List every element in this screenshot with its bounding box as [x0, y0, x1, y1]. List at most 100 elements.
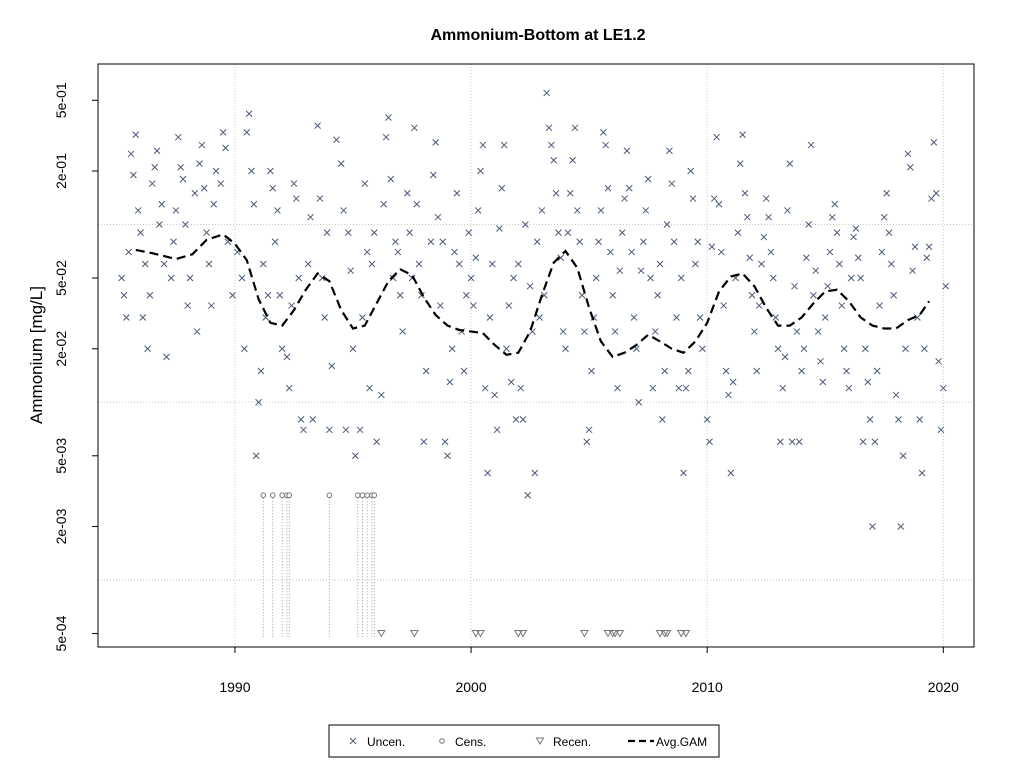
uncensored-point [241, 345, 248, 353]
uncensored-point [833, 229, 841, 237]
uncensored-point [758, 260, 765, 268]
recensored-point [518, 630, 528, 638]
uncensored-point [130, 171, 137, 179]
uncensored-point [420, 438, 428, 446]
uncensored-point [455, 260, 463, 268]
uncensored-point [486, 314, 494, 321]
uncensored-point [876, 302, 883, 309]
uncensored-point [904, 150, 912, 158]
uncensored-point [132, 131, 140, 139]
uncensored-point [538, 207, 546, 214]
uncensored-point [932, 189, 940, 197]
recensored-point [655, 630, 665, 638]
legend-label: Uncen. [367, 735, 405, 749]
uncensored-point [120, 291, 128, 299]
uncensored-point [448, 345, 456, 353]
uncensored-point [878, 248, 886, 256]
uncensored-point [493, 426, 501, 434]
uncensored-point [793, 328, 801, 335]
uncensored-point [751, 328, 758, 335]
uncensored-point [573, 207, 581, 214]
uncensored-point [817, 357, 824, 365]
uncensored-point [885, 229, 893, 237]
uncensored-point [880, 213, 888, 221]
uncensored-point [621, 195, 628, 202]
uncensored-point [840, 345, 848, 353]
uncensored-point [465, 229, 473, 237]
uncensored-point [460, 367, 468, 375]
uncensored-point [895, 416, 902, 423]
uncensored-point [890, 291, 898, 299]
uncensored-point [283, 353, 291, 361]
uncensored-point [725, 391, 732, 399]
censored-point [279, 492, 285, 499]
uncensored-point [122, 314, 130, 321]
uncensored-point [342, 426, 350, 434]
uncensored-point [512, 416, 520, 423]
uncensored-point [753, 367, 761, 375]
uncensored-point [687, 167, 695, 175]
uncensored-point [507, 378, 515, 386]
uncensored-point [939, 384, 947, 392]
uncensored-point [760, 233, 768, 241]
uncensored-point [909, 267, 916, 275]
uncensored-point [607, 248, 614, 256]
uncensored-point [172, 207, 180, 214]
recensored-point [603, 630, 613, 638]
uncensored-point [356, 426, 364, 434]
uncensored-point [682, 384, 690, 392]
censored-point [371, 492, 378, 499]
uncensored-point [361, 180, 369, 187]
uncensored-point [453, 189, 461, 197]
uncensored-point [191, 189, 199, 197]
uncensored-point [571, 124, 579, 132]
uncensored-point [873, 367, 881, 375]
uncensored-point [871, 438, 879, 446]
uncensored-point [640, 238, 647, 246]
uncensored-point [734, 229, 742, 237]
uncensored-point [680, 469, 687, 477]
uncensored-point [791, 282, 798, 290]
uncensored-point [781, 353, 789, 361]
uncensored-point [396, 291, 404, 299]
uncensored-point [677, 274, 685, 282]
uncensored-point [160, 260, 168, 268]
uncensored-point [432, 138, 440, 146]
uncensored-point [814, 328, 822, 335]
x-tick-label: 2020 [928, 679, 959, 695]
y-tick-label: 2e-01 [53, 153, 69, 189]
censored-point [260, 492, 267, 499]
uncensored-point [566, 189, 574, 197]
legend-uncensored-marker [349, 737, 357, 745]
uncensored-point [328, 362, 336, 370]
legend-label: Avg.GAM [656, 735, 707, 749]
uncensored-point [366, 384, 373, 392]
uncensored-point [352, 452, 359, 460]
uncensored-point [710, 195, 718, 202]
uncensored-point [200, 184, 208, 192]
uncensored-point [869, 523, 876, 530]
uncensored-point [278, 345, 286, 353]
uncensored-point [415, 260, 423, 268]
uncensored-point [259, 260, 267, 268]
uncensored-point [805, 221, 813, 228]
uncensored-point [403, 189, 411, 197]
uncensored-point [203, 229, 210, 237]
uncensored-point [611, 328, 619, 335]
uncensored-point [614, 384, 621, 392]
uncensored-point [769, 274, 777, 282]
uncensored-point [779, 384, 787, 392]
uncensored-point [377, 391, 385, 399]
y-tick-label: 2e-03 [53, 508, 69, 544]
uncensored-point [333, 136, 340, 144]
uncensored-point [349, 345, 357, 353]
uncensored-point [550, 156, 558, 164]
uncensored-point [717, 248, 725, 256]
uncensored-point [481, 384, 489, 392]
uncensored-point [295, 274, 303, 282]
censored-point [354, 492, 361, 499]
uncensored-point [451, 248, 458, 256]
uncensored-point [635, 398, 643, 406]
uncensored-point [628, 248, 635, 256]
uncensored-point [217, 180, 225, 187]
